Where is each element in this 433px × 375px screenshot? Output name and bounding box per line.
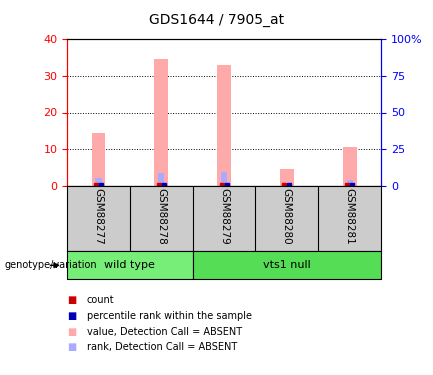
Text: genotype/variation: genotype/variation (4, 260, 97, 270)
Text: vts1 null: vts1 null (263, 260, 311, 270)
Bar (217, 65, 231, 186)
Bar (343, 147, 356, 186)
Text: GSM88281: GSM88281 (345, 188, 355, 244)
Bar (158, 173, 165, 186)
Bar (155, 60, 168, 186)
Text: ■: ■ (67, 327, 76, 336)
Text: rank, Detection Call = ABSENT: rank, Detection Call = ABSENT (87, 342, 237, 352)
Bar (280, 169, 294, 186)
Text: GSM88280: GSM88280 (282, 188, 292, 244)
Bar (193, 251, 381, 279)
Text: count: count (87, 295, 114, 305)
Text: percentile rank within the sample: percentile rank within the sample (87, 311, 252, 321)
Text: wild type: wild type (104, 260, 155, 270)
Text: ■: ■ (67, 342, 76, 352)
Bar (92, 133, 105, 186)
Text: GSM88279: GSM88279 (219, 188, 229, 244)
Bar (95, 178, 102, 186)
Text: ■: ■ (67, 295, 76, 305)
Text: ■: ■ (67, 311, 76, 321)
Bar (221, 172, 227, 186)
Text: value, Detection Call = ABSENT: value, Detection Call = ABSENT (87, 327, 242, 336)
Text: GSM88277: GSM88277 (94, 188, 103, 244)
Text: GDS1644 / 7905_at: GDS1644 / 7905_at (149, 13, 284, 27)
Bar (67, 251, 193, 279)
Bar (346, 180, 353, 186)
Text: GSM88278: GSM88278 (156, 188, 166, 244)
Bar (284, 183, 290, 186)
